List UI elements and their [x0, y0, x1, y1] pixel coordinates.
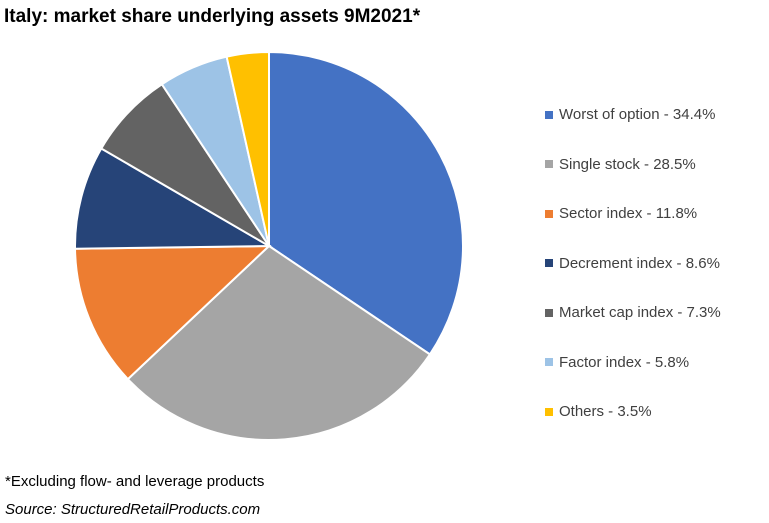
- source-note: Source: StructuredRetailProducts.com: [5, 501, 261, 518]
- legend-item: Sector index - 11.8%: [545, 189, 721, 239]
- pie-slice-worst-of-option: [268, 50, 464, 356]
- legend-swatch: [545, 407, 553, 416]
- legend: Worst of option - 34.4% Single stock - 28…: [545, 90, 721, 437]
- chart-title: Italy: market share underlying assets 9M…: [4, 6, 421, 27]
- legend-swatch: [545, 209, 553, 218]
- legend-item: Market cap index - 7.3%: [545, 288, 721, 338]
- legend-label: Others - 3.5%: [559, 403, 652, 421]
- legend-item: Decrement index - 8.6%: [545, 239, 721, 289]
- legend-swatch: [545, 160, 553, 169]
- legend-item: Others - 3.5%: [545, 387, 721, 437]
- legend-item: Single stock - 28.5%: [545, 140, 721, 190]
- legend-label: Sector index - 11.8%: [559, 205, 698, 223]
- legend-label: Worst of option - 34.4%: [559, 106, 716, 124]
- legend-label: Single stock - 28.5%: [559, 155, 696, 173]
- pie-slice-single-stock: [126, 244, 432, 441]
- legend-item: Worst of option - 34.4%: [545, 90, 721, 140]
- legend-swatch: [545, 110, 553, 119]
- legend-item: Factor index - 5.8%: [545, 338, 721, 388]
- pie-slice-others: [225, 50, 270, 247]
- legend-swatch: [545, 308, 553, 317]
- legend-label: Factor index - 5.8%: [559, 353, 690, 371]
- footnote: *Excluding flow- and leverage products: [5, 473, 265, 490]
- legend-label: Decrement index - 8.6%: [559, 254, 720, 272]
- legend-swatch: [545, 259, 553, 268]
- legend-swatch: [545, 358, 553, 367]
- pie-slice-sector-index: [74, 244, 272, 381]
- legend-label: Market cap index - 7.3%: [559, 304, 721, 322]
- pie-slice-decrement-index: [74, 147, 273, 250]
